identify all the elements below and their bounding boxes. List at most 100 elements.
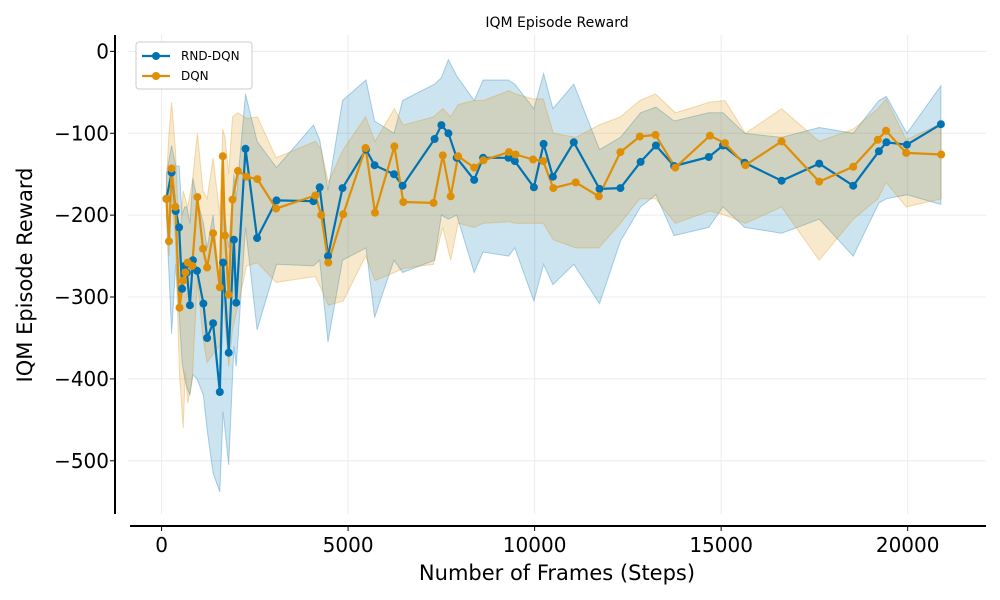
chart-title: IQM Episode Reward [485,15,628,31]
point-rnd-dqn [185,301,194,310]
point-rnd-dqn [398,181,407,190]
point-dqn [511,150,520,159]
legend-label-dqn: DQN [181,69,209,83]
x-tick-label: 5000 [323,533,374,557]
point-dqn [224,290,233,299]
point-rnd-dqn [229,235,238,244]
point-rnd-dqn [437,121,446,130]
legend-box [135,41,253,90]
point-rnd-dqn [777,176,786,185]
point-dqn [218,152,227,161]
legend-label-rnd-dqn: RND-DQN [181,49,240,63]
point-dqn [193,193,202,202]
x-axis-label: Number of Frames (Steps) [419,561,695,585]
point-dqn [777,137,786,146]
point-dqn [882,126,890,135]
point-dqn [272,204,281,213]
point-dqn [571,178,580,187]
point-rnd-dqn [815,159,824,168]
legend: RND-DQN DQN [135,41,253,90]
point-dqn [317,211,326,220]
point-rnd-dqn [616,184,625,193]
point-dqn [228,195,237,204]
point-rnd-dqn [510,157,519,166]
point-dqn [181,268,190,277]
point-dqn [399,198,408,206]
point-dqn [815,177,824,186]
point-dqn [324,258,333,267]
point-rnd-dqn [504,153,513,162]
legend-marker-rnd-dqn [152,52,160,60]
x-tick-label: 10000 [503,533,567,557]
point-rnd-dqn [272,196,281,205]
point-rnd-dqn [370,161,379,170]
grid-lines [128,35,986,514]
y-tick-label: −400 [54,367,109,391]
y-tick-label: −100 [54,121,109,145]
point-dqn [167,164,176,173]
point-rnd-dqn [209,319,218,328]
legend-marker-dqn [152,72,160,80]
point-dqn [209,229,218,238]
point-dqn [390,142,399,151]
point-dqn [549,184,558,193]
point-rnd-dqn [444,129,453,138]
point-dqn [651,130,660,139]
point-rnd-dqn [704,153,713,161]
x-tick-label: 0 [155,533,168,557]
point-rnd-dqn [936,120,945,129]
point-dqn [504,148,513,157]
point-rnd-dqn [529,183,538,192]
point-dqn [635,132,644,141]
point-dqn [361,144,370,152]
point-rnd-dqn [636,157,645,166]
point-dqn [429,198,438,207]
point-rnd-dqn [324,252,332,261]
point-dqn [720,139,729,148]
point-dqn [162,194,171,203]
point-dqn [311,191,320,200]
point-dqn [594,192,603,201]
confidence-bands [165,58,942,493]
point-dqn [671,163,680,172]
series-points [162,120,946,396]
point-rnd-dqn [849,181,858,190]
y-axis-label: IQM Episode Reward [13,168,37,383]
point-dqn [902,148,911,157]
y-tick-label: −200 [54,203,109,227]
point-dqn [371,208,379,217]
point-dqn [175,303,184,312]
point-rnd-dqn [338,184,347,193]
y-tick-label: −500 [54,449,109,473]
point-rnd-dqn [215,388,224,396]
point-dqn [203,263,212,272]
x-axis-ticks: 0 5000 10000 15000 20000 [155,526,939,557]
point-dqn [438,151,447,160]
point-dqn [454,152,463,161]
point-dqn [253,175,262,184]
point-rnd-dqn [232,298,241,307]
line-rnd-dqn [165,123,942,394]
point-dqn [741,161,750,170]
point-dqn [937,150,946,159]
point-rnd-dqn [595,184,604,193]
point-rnd-dqn [199,299,208,308]
point-dqn [234,166,242,175]
y-tick-label: 0 [96,39,109,63]
point-rnd-dqn [193,266,201,275]
point-rnd-dqn [315,183,324,192]
point-rnd-dqn [390,170,398,179]
point-dqn [479,156,488,165]
y-axis-ticks: 0 −100 −200 −300 −400 −500 [54,39,115,473]
point-dqn [339,210,348,219]
point-dqn [539,157,548,166]
point-rnd-dqn [548,172,557,181]
point-rnd-dqn [902,140,911,149]
point-rnd-dqn [224,348,233,357]
point-rnd-dqn [175,223,184,232]
point-rnd-dqn [178,284,187,293]
point-dqn [221,231,229,240]
point-rnd-dqn [219,258,228,267]
point-rnd-dqn [569,138,578,147]
